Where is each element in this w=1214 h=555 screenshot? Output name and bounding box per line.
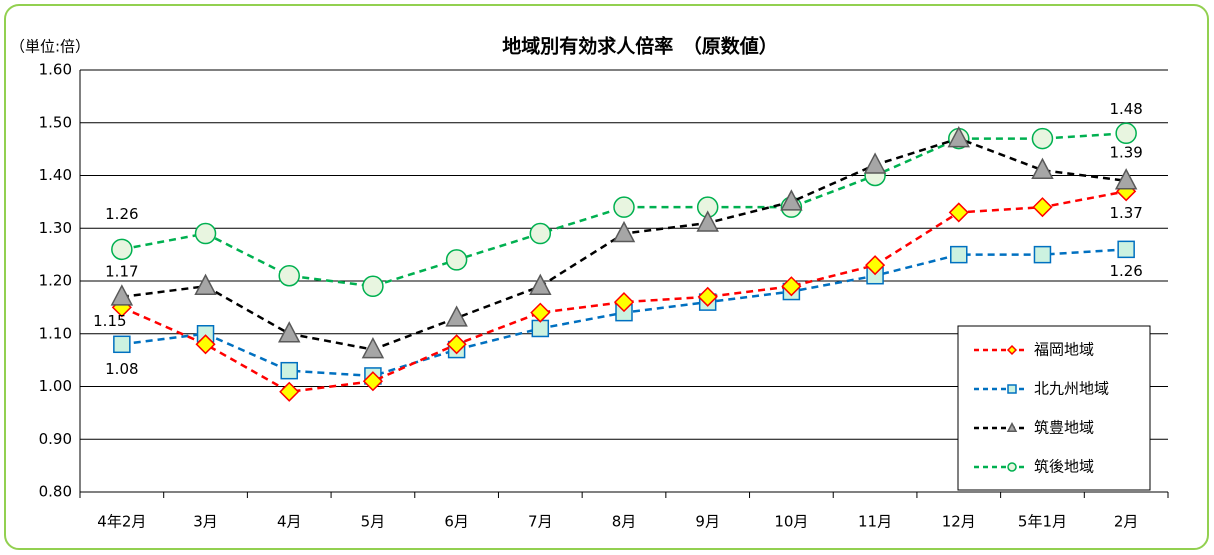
marker	[361, 336, 385, 359]
marker	[613, 196, 635, 218]
legend-label: 北九州地域	[1034, 380, 1109, 398]
marker	[362, 371, 383, 392]
marker	[865, 255, 886, 276]
y-tick-label: 1.10	[39, 324, 72, 342]
chart-frame	[4, 4, 1209, 550]
x-tick-label: 2月	[1114, 513, 1139, 531]
marker	[446, 334, 467, 355]
marker	[1006, 421, 1018, 432]
marker	[780, 189, 803, 211]
marker	[1115, 122, 1137, 145]
marker	[781, 276, 802, 297]
marker	[195, 334, 216, 355]
marker	[1006, 344, 1018, 356]
data-label: 1.17	[105, 262, 138, 280]
marker	[1033, 245, 1052, 264]
marker	[1114, 168, 1138, 190]
x-tick-label: 8月	[612, 513, 637, 531]
x-tick-label: 3月	[193, 513, 218, 531]
marker	[110, 284, 134, 306]
y-tick-label: 1.60	[39, 61, 72, 79]
data-label: 1.08	[105, 360, 138, 378]
marker	[278, 264, 300, 287]
marker	[950, 245, 968, 264]
marker	[445, 305, 468, 327]
x-tick-label: 4年2月	[97, 513, 146, 531]
marker	[531, 319, 550, 338]
marker	[362, 275, 384, 298]
y-tick-label: 1.30	[39, 219, 72, 237]
marker	[111, 238, 133, 261]
marker	[1117, 240, 1135, 259]
marker	[1031, 157, 1054, 179]
marker	[279, 381, 300, 402]
marker	[445, 249, 468, 271]
marker	[529, 273, 552, 296]
legend-label: 筑後地域	[1034, 458, 1094, 476]
marker	[1032, 197, 1053, 218]
marker	[194, 273, 217, 296]
x-tick-label: 12月	[942, 513, 976, 531]
y-tick-label: 1.20	[39, 272, 72, 290]
data-label: 1.26	[105, 205, 138, 223]
marker	[948, 202, 969, 223]
legend-label: 福岡地域	[1034, 341, 1094, 359]
marker	[194, 222, 217, 245]
marker	[530, 302, 551, 323]
y-tick-label: 1.40	[39, 166, 72, 184]
y-axis-label: （単位:倍）	[10, 38, 90, 56]
x-tick-label: 4月	[277, 513, 302, 531]
y-tick-label: 1.00	[39, 377, 72, 395]
marker	[613, 292, 635, 313]
data-label: 1.15	[93, 312, 126, 330]
x-tick-label: 9月	[695, 513, 720, 531]
marker	[696, 210, 719, 232]
legend-box	[957, 325, 1151, 491]
data-label: 1.37	[1109, 204, 1142, 222]
marker	[863, 152, 887, 174]
y-tick-label: 1.50	[39, 113, 72, 131]
x-tick-label: 5月	[361, 513, 386, 531]
marker	[113, 335, 131, 354]
data-label: 1.48	[1109, 100, 1142, 118]
chart-title: 地域別有効求人倍率 （原数値）	[502, 35, 778, 58]
marker	[947, 125, 971, 148]
y-tick-label: 0.80	[39, 483, 72, 501]
marker	[697, 286, 718, 307]
marker	[612, 220, 636, 243]
data-label: 1.39	[1109, 143, 1142, 161]
marker	[529, 222, 552, 245]
data-label: 1.26	[1109, 262, 1142, 280]
marker	[1007, 462, 1017, 472]
y-tick-label: 0.90	[39, 430, 72, 448]
legend-label: 筑豊地域	[1034, 419, 1094, 437]
marker	[280, 361, 298, 380]
marker	[1031, 127, 1054, 150]
marker	[1007, 384, 1017, 394]
x-tick-label: 5年1月	[1018, 513, 1067, 531]
x-tick-label: 7月	[528, 513, 553, 531]
x-tick-label: 6月	[444, 513, 469, 531]
marker	[277, 321, 301, 343]
x-tick-label: 11月	[858, 513, 892, 531]
x-tick-label: 10月	[774, 513, 808, 531]
